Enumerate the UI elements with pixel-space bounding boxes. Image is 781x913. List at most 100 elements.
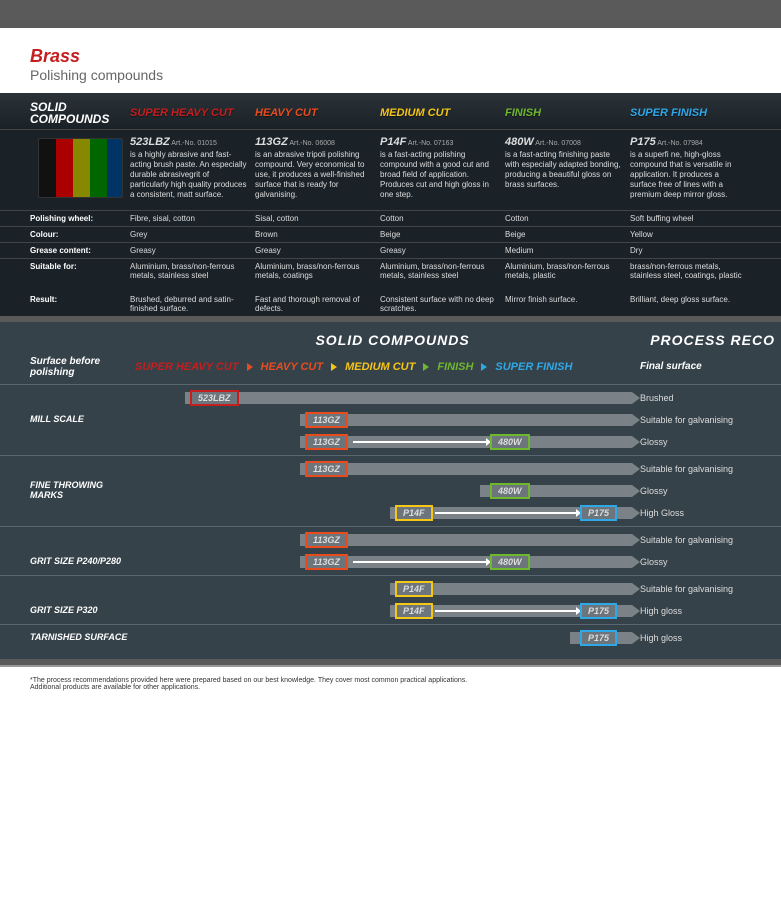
process-row: 113GZ480WGlossy xyxy=(30,431,781,453)
process-row: 113GZSuitable for galvanising xyxy=(30,529,781,551)
surface-label: FINE THROWING MARKS xyxy=(30,481,135,501)
product-P175: P175 Art.-No. 07984is a superfi ne, high… xyxy=(630,136,755,200)
chip-113GZ: 113GZ xyxy=(305,532,348,548)
process-row: P14F P175 High Gloss xyxy=(30,502,781,524)
footnote-2: Additional products are available for ot… xyxy=(30,684,751,691)
process-row: 113GZSuitable for galvanising xyxy=(30,458,781,480)
solid-title: SOLID COMPOUNDS xyxy=(30,101,130,125)
category-superheavy: SUPER HEAVY CUT xyxy=(130,107,255,119)
attr-value: Aluminium, brass/non-ferrous metals, sta… xyxy=(130,262,255,280)
process-head: SOLID COMPOUNDS PROCESS RECO xyxy=(0,322,781,352)
bar-bg xyxy=(185,392,632,404)
surface-label: GRIT SIZE P240/P280 xyxy=(30,557,135,567)
surface-block: 523LBZBrushedMILL SCALE113GZSuitable for… xyxy=(0,384,781,455)
product-113GZ: 113GZ Art.-No. 06008 is an abrasive tripo… xyxy=(255,136,380,200)
final-surface: High Gloss xyxy=(640,508,760,518)
solid-compounds-section: SOLID COMPOUNDS SUPER HEAVY CUTHEAVY CUT… xyxy=(0,93,781,316)
section-head: SOLID COMPOUNDS SUPER HEAVY CUTHEAVY CUT… xyxy=(0,93,781,129)
process-row: GRIT SIZE P320P14FP175High gloss xyxy=(30,600,781,622)
proc-cat-superheavy: SUPER HEAVY CUT xyxy=(135,361,239,373)
label-final-surface: Final surface xyxy=(640,361,760,372)
category-finish: FINISH xyxy=(505,107,630,119)
process-row: TARNISHED SURFACEP175High gloss xyxy=(30,627,781,649)
bar-area: 113GZ480W xyxy=(135,434,640,450)
bar-area: 113GZ480W xyxy=(135,554,640,570)
product-art: Art.-No. 07008 xyxy=(534,140,581,147)
process-title-2: PROCESS RECO xyxy=(650,332,781,348)
chip-P14F: P14F xyxy=(395,603,433,619)
category-medium: MEDIUM CUT xyxy=(380,107,505,119)
attr-row: Result:Brushed, deburred and satin-finis… xyxy=(0,283,781,316)
bar-area: 113GZ xyxy=(135,532,640,548)
attr-value: Greasy xyxy=(130,246,255,255)
bar-area: 480W xyxy=(135,483,640,499)
surface-block: P14FSuitable for galvanisingGRIT SIZE P3… xyxy=(0,575,781,624)
process-row: 523LBZBrushed xyxy=(30,387,781,409)
product-code: 113GZ xyxy=(255,136,288,148)
arrow-icon xyxy=(481,363,487,371)
bar-bg xyxy=(300,463,632,475)
attr-value: Beige xyxy=(505,230,630,239)
process-row: P14FSuitable for galvanising xyxy=(30,578,781,600)
bar-bg xyxy=(300,414,632,426)
attr-value: Grey xyxy=(130,230,255,239)
final-surface: Glossy xyxy=(640,486,760,496)
surface-block: 113GZSuitable for galvanisingFINE THROWI… xyxy=(0,455,781,526)
attr-value: Cotton xyxy=(505,214,630,223)
product-desc: is a highly abrasive and fast-acting bru… xyxy=(130,150,247,200)
attr-value: Fast and thorough removal of defects. xyxy=(255,295,380,313)
product-480W: 480W Art.-No. 07008 is a fast-acting fini… xyxy=(505,136,630,190)
final-surface: High gloss xyxy=(640,633,760,643)
bar-area: 113GZ xyxy=(135,412,640,428)
proc-cat-medium: MEDIUM CUT xyxy=(345,361,415,373)
footnote-1: *The process recommendations provided he… xyxy=(30,677,751,684)
surface-label: MILL SCALE xyxy=(30,415,135,425)
final-surface: Glossy xyxy=(640,557,760,567)
attr-value: Aluminium, brass/non-ferrous metals, pla… xyxy=(505,262,630,280)
chip-480W: 480W xyxy=(490,434,530,450)
attr-label: Suitable for: xyxy=(30,262,130,280)
attr-value: Brushed, deburred and satin-finished sur… xyxy=(130,295,255,313)
attr-value: Soft buffing wheel xyxy=(630,214,755,223)
final-surface: Glossy xyxy=(640,437,760,447)
attr-value: Greasy xyxy=(380,246,505,255)
title-material: Brass xyxy=(30,46,761,67)
category-heavy: HEAVY CUT xyxy=(255,107,380,119)
header: Brass Polishing compounds xyxy=(0,28,781,93)
surface-block: 113GZSuitable for galvanisingGRIT SIZE P… xyxy=(0,526,781,575)
process-row: FINE THROWING MARKS480WGlossy xyxy=(30,480,781,502)
product-desc: is a fast-acting finishing paste with es… xyxy=(505,150,622,190)
attr-value: Fibre, sisal, cotton xyxy=(130,214,255,223)
proc-cat-finish: FINISH xyxy=(437,361,473,373)
top-bar xyxy=(0,0,781,28)
attr-value: Dry xyxy=(630,246,755,255)
product-code: 480W xyxy=(505,136,534,148)
product-desc: is a fast-acting polishing compound with… xyxy=(380,150,497,200)
product-code: P14F xyxy=(380,136,406,148)
attr-value: Aluminium, brass/non-ferrous metals, coa… xyxy=(255,262,380,280)
attr-value: Cotton xyxy=(380,214,505,223)
product-desc: is an abrasive tripoli polishing compoun… xyxy=(255,150,372,200)
bar-area: 523LBZ xyxy=(135,390,640,406)
process-section: SOLID COMPOUNDS PROCESS RECO Surface bef… xyxy=(0,322,781,659)
attr-value: Sisal, cotton xyxy=(255,214,380,223)
final-surface: Suitable for galvanising xyxy=(640,584,760,594)
attr-value: Greasy xyxy=(255,246,380,255)
chip-523LBZ: 523LBZ xyxy=(190,390,239,406)
product-523LBZ: 523LBZ Art.-No. 01015is a highly abrasiv… xyxy=(130,136,255,200)
chip-P14F: P14F xyxy=(395,505,433,521)
attr-row: Colour:GreyBrownBeigeBeigeYellow xyxy=(0,226,781,242)
bar-area: P14F P175 xyxy=(135,505,640,521)
process-row: GRIT SIZE P240/P280113GZ480WGlossy xyxy=(30,551,781,573)
final-surface: High gloss xyxy=(640,606,760,616)
title-sub: Polishing compounds xyxy=(30,67,761,83)
chip-P175: P175 xyxy=(580,505,617,521)
attr-label: Colour: xyxy=(30,230,130,239)
attr-row: Grease content:GreasyGreasyGreasyMediumD… xyxy=(0,242,781,258)
attr-value: Mirror finish surface. xyxy=(505,295,630,313)
attr-label: Result: xyxy=(30,295,130,313)
product-desc-row: 523LBZ Art.-No. 01015is a highly abrasiv… xyxy=(0,129,781,210)
surface-label: TARNISHED SURFACE xyxy=(30,633,135,643)
product-art: Art.-No. 06008 xyxy=(288,140,335,147)
product-P14F: P14F Art.-No. 07163is a fast-acting poli… xyxy=(380,136,505,200)
